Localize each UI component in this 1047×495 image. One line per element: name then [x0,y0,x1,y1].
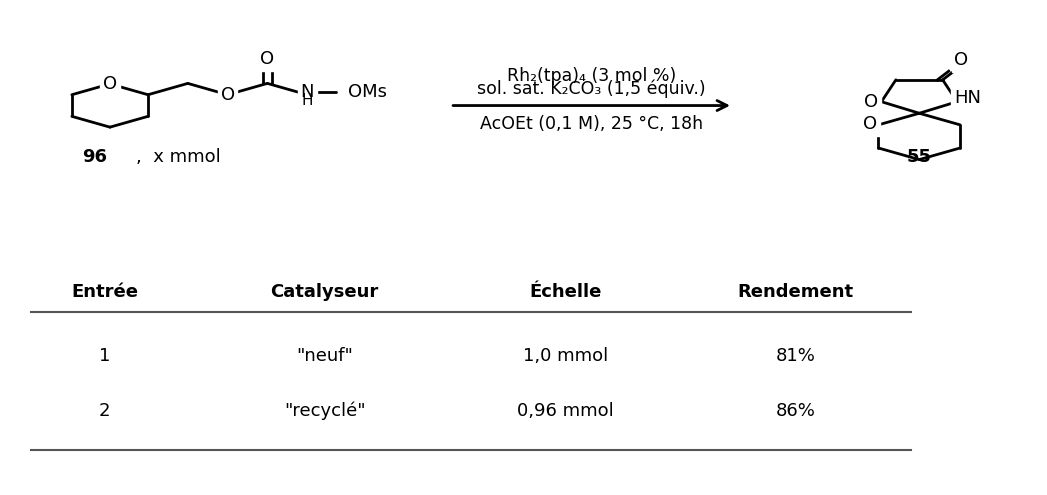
Text: O: O [863,115,877,133]
Text: AcOEt (0,1 M), 25 °C, 18h: AcOEt (0,1 M), 25 °C, 18h [480,114,704,133]
Text: 96: 96 [82,148,107,166]
Text: O: O [955,51,968,69]
Text: sol. sat. K₂CO₃ (1,5 équiv.): sol. sat. K₂CO₃ (1,5 équiv.) [477,79,706,98]
Text: 81%: 81% [776,347,816,365]
Text: Rh₂(tpa)₄ (3 mol %): Rh₂(tpa)₄ (3 mol %) [507,67,676,85]
Text: 86%: 86% [776,402,816,420]
Text: Entrée: Entrée [71,283,138,301]
Text: ,  x mmol: , x mmol [136,148,221,166]
Text: "neuf": "neuf" [296,347,353,365]
Text: OMs: OMs [349,83,387,101]
Text: N: N [300,83,314,101]
Text: Échelle: Échelle [529,283,602,301]
Text: O: O [221,86,235,104]
Text: O: O [261,50,274,68]
Text: H: H [302,94,313,108]
Text: 55: 55 [907,148,932,166]
Text: O: O [864,93,878,111]
Text: 1: 1 [99,347,110,365]
Text: Rendement: Rendement [738,283,853,301]
Text: 0,96 mmol: 0,96 mmol [517,402,614,420]
Text: "recyclé": "recyclé" [284,401,365,420]
Text: HN: HN [954,89,981,106]
Text: Catalyseur: Catalyseur [270,283,379,301]
Text: O: O [103,75,117,93]
Text: 2: 2 [99,402,110,420]
Text: 1,0 mmol: 1,0 mmol [522,347,608,365]
